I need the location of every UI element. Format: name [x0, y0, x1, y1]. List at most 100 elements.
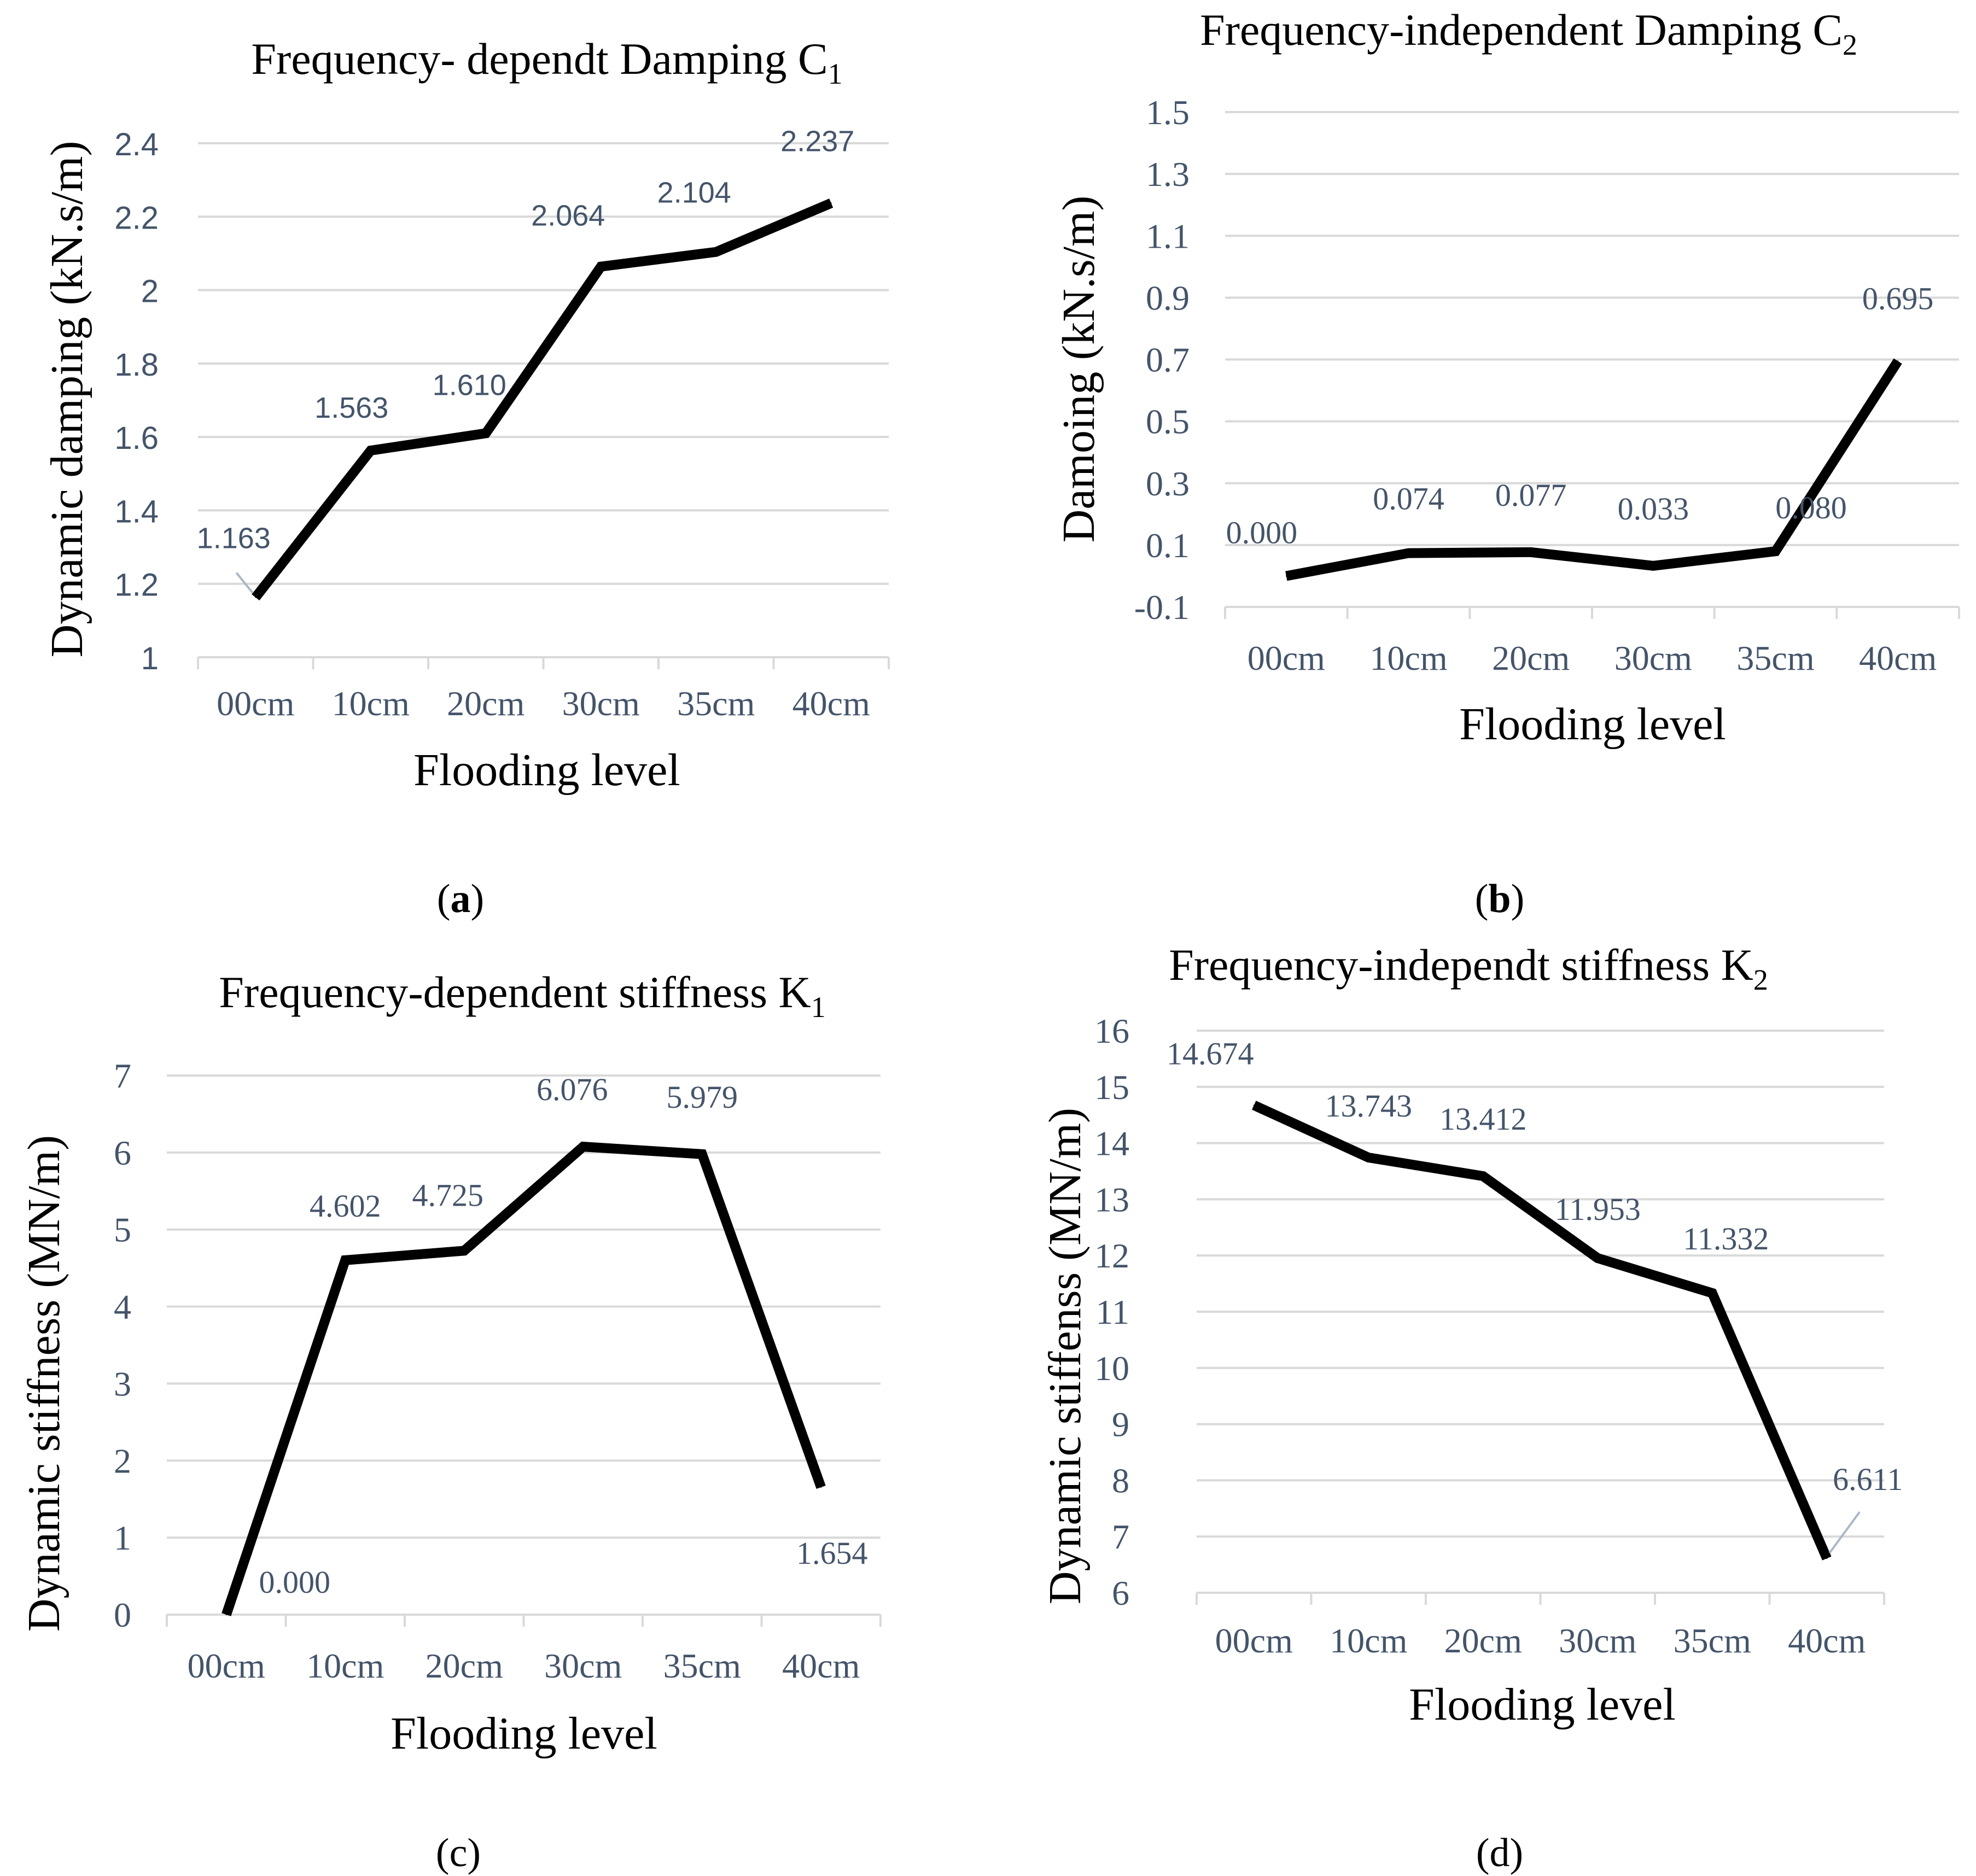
chart-b-series — [1285, 358, 1902, 581]
chart-d-y-tick-label: 11 — [1095, 1293, 1129, 1331]
chart-a-data-label: 2.237 — [780, 125, 854, 157]
chart-b-data-label: 0.695 — [1862, 280, 1934, 316]
chart-d-data-point — [1482, 1176, 1484, 1177]
chart-a-y-tick-labels: 1 1.2 1.4 1.6 1.8 2 2.2 2.4 — [114, 127, 159, 676]
chart-a-x-tick-label: 30cm — [562, 684, 640, 723]
chart-c-y-tick-label: 7 — [114, 1056, 131, 1095]
chart-a-data-point — [255, 597, 257, 598]
chart-d-x-axis-title: Flooding level — [1409, 1679, 1676, 1730]
chart-d-y-tick-label: 15 — [1094, 1068, 1129, 1107]
chart-d-x-tick-label: 00cm — [1215, 1621, 1293, 1660]
chart-b-data-label: 0.077 — [1495, 477, 1567, 513]
chart-a-y-axis-title: Dynamic damping (kN.s/m) — [42, 141, 92, 658]
chart-a-data-point — [370, 449, 371, 451]
chart-d-x-tick-label: 10cm — [1330, 1621, 1407, 1660]
chart-a-series-line — [252, 198, 833, 601]
chart-d-title: Frequency-independt stiffness K2 — [1169, 940, 1768, 996]
chart-d-data-labels: 14.674 13.743 13.412 11.953 11.332 6.611 — [1167, 1036, 1903, 1554]
chart-c-data-label: 5.979 — [667, 1079, 738, 1115]
chart-d-y-tick-label: 10 — [1094, 1349, 1129, 1388]
chart-b-y-axis-title: Damoing (kN.s/m) — [1053, 196, 1104, 543]
chart-d-data-point — [1711, 1292, 1713, 1294]
chart-c-x-tick-label: 35cm — [663, 1646, 741, 1685]
chart-d-caption: (d) — [1476, 1831, 1523, 1875]
chart-a-leader-line — [235, 572, 254, 594]
chart-c-y-tick-label: 2 — [114, 1441, 131, 1480]
chart-d-y-tick-label: 12 — [1094, 1236, 1129, 1275]
chart-b-x-tick-label: 00cm — [1248, 639, 1325, 677]
chart-panel-a: Frequency- dependt Damping C1 1 1.2 1.4 1.6… — [42, 34, 890, 921]
chart-d-y-tick-labels: 6 7 8 9 10 11 12 13 14 15 16 — [1094, 1012, 1129, 1612]
chart-d-y-tick-label: 16 — [1094, 1012, 1129, 1050]
chart-a-x-axis — [197, 656, 890, 669]
chart-c-x-tick-label: 10cm — [306, 1646, 384, 1685]
chart-c-x-tick-labels: 00cm 10cm 20cm 30cm 35cm 40cm — [188, 1646, 860, 1685]
chart-c-gridlines — [167, 1074, 881, 1539]
chart-d-data-label: 13.743 — [1325, 1088, 1413, 1124]
chart-a-x-tick-label: 40cm — [792, 684, 870, 723]
chart-d-series-line — [1252, 1101, 1832, 1561]
chart-d-x-axis — [1196, 1592, 1885, 1605]
chart-c-y-tick-label: 5 — [114, 1211, 131, 1249]
chart-d-data-point — [1597, 1258, 1599, 1259]
chart-a-y-tick-label: 1.4 — [114, 494, 159, 529]
chart-a-data-point — [600, 266, 602, 267]
chart-b-x-axis-title: Flooding level — [1459, 699, 1726, 750]
chart-panel-b: Frequency-independent Damping C2 -0.1 0.1… — [1053, 5, 1960, 921]
chart-c-x-tick-label: 20cm — [425, 1646, 503, 1685]
chart-c-y-tick-label: 0 — [114, 1596, 131, 1634]
chart-b-caption: (b) — [1475, 876, 1524, 921]
chart-a-x-tick-label: 10cm — [332, 684, 410, 723]
chart-b-y-tick-label: 1.3 — [1146, 155, 1190, 194]
chart-a-data-point — [830, 202, 832, 204]
chart-b-data-point — [1652, 565, 1654, 566]
chart-panel-c: Frequency-dependent stiffness K1 0 1 2 3 4 5 6… — [19, 967, 882, 1875]
chart-b-y-tick-label: 1.1 — [1146, 217, 1190, 255]
chart-c-title: Frequency-dependent stiffness K1 — [219, 967, 825, 1024]
chart-d-data-point — [1253, 1104, 1255, 1106]
chart-c-x-tick-label: 30cm — [544, 1646, 622, 1685]
chart-a-y-tick-label: 1 — [141, 641, 159, 676]
chart-b-x-tick-labels: 00cm 10cm 20cm 30cm 35cm 40cm — [1248, 639, 1937, 677]
chart-d-data-point — [1368, 1157, 1369, 1159]
chart-a-data-label: 1.163 — [197, 522, 271, 555]
chart-d-data-label: 6.611 — [1833, 1462, 1903, 1497]
chart-b-x-tick-label: 10cm — [1369, 639, 1447, 677]
chart-c-series-line — [222, 1141, 826, 1616]
chart-b-y-tick-label: 1.5 — [1146, 93, 1190, 132]
chart-c-x-axis — [166, 1614, 882, 1627]
chart-b-data-label: 0.080 — [1775, 490, 1847, 525]
chart-a-data-point — [485, 433, 487, 434]
chart-a-x-tick-label: 20cm — [447, 684, 524, 723]
chart-c-y-tick-label: 6 — [114, 1133, 131, 1172]
chart-b-series-line — [1285, 358, 1902, 581]
chart-c-y-axis-title: Dynamic stiffness (MN/m) — [19, 1135, 69, 1632]
chart-c-x-tick-label: 00cm — [188, 1646, 265, 1685]
chart-b-gridlines — [1225, 111, 1959, 546]
chart-a-gridlines — [198, 142, 889, 585]
chart-a-y-tick-label: 2 — [141, 274, 159, 309]
chart-d-y-axis-title: Dynamic stiffenss (MN/m) — [1040, 1108, 1091, 1604]
chart-a-data-label: 2.064 — [531, 200, 605, 232]
chart-c-x-tick-label: 40cm — [782, 1646, 860, 1685]
chart-a-x-tick-label: 00cm — [217, 684, 294, 723]
chart-a-title: Frequency- dependt Damping C1 — [251, 34, 842, 90]
chart-d-x-tick-label: 40cm — [1788, 1621, 1866, 1660]
chart-b-data-point — [1897, 360, 1899, 362]
chart-b-x-tick-label: 20cm — [1492, 639, 1570, 677]
chart-d-x-tick-label: 35cm — [1674, 1621, 1751, 1660]
chart-c-y-tick-labels: 0 1 2 3 4 5 6 7 — [114, 1056, 131, 1634]
chart-b-y-tick-label: 0.1 — [1146, 526, 1190, 565]
chart-d-y-tick-label: 8 — [1112, 1461, 1129, 1500]
chart-b-y-tick-label: -0.1 — [1134, 588, 1190, 627]
chart-panel-d: Frequency-independt stiffness K2 6 7 8 9 10 1… — [1040, 940, 1903, 1875]
chart-b-data-label: 0.000 — [1226, 515, 1298, 550]
chart-a-data-label: 1.610 — [433, 369, 506, 401]
chart-b-y-tick-label: 0.9 — [1146, 278, 1190, 317]
chart-c-y-tick-label: 4 — [114, 1288, 131, 1326]
chart-b-data-label: 0.033 — [1618, 491, 1689, 527]
chart-b-x-tick-label: 30cm — [1614, 639, 1692, 677]
chart-a-y-tick-label: 1.2 — [114, 568, 159, 603]
chart-a-x-tick-labels: 00cm 10cm 20cm 30cm 35cm 40cm — [217, 684, 870, 723]
